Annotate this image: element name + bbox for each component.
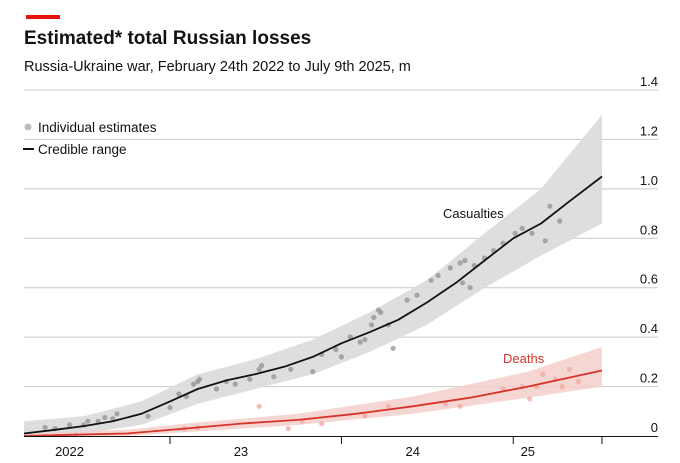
deaths-estimate-point [540,371,546,377]
casualties-estimate-point [114,411,120,417]
casualties-estimate-point [338,354,344,360]
casualties-estimate-point [467,285,473,291]
y-tick-label: 1.2 [640,123,658,138]
y-tick-label: 0.4 [640,321,658,336]
casualties-estimate-point [247,376,253,382]
casualties-estimate-point [197,376,203,382]
casualties-estimate-point [375,307,382,313]
gridlines [24,89,658,388]
casualties-estimate-point [547,203,553,209]
legend: Individual estimates Credible range [23,120,157,157]
credible-bands [24,114,602,436]
deaths-estimate-point [567,366,573,372]
x-tick-label: 2022 [55,444,84,459]
y-tick-label: 1.4 [640,74,658,89]
casualties-line [23,175,603,435]
legend-dot-symbol [24,123,32,131]
casualties-estimate-point [102,414,108,421]
deaths-estimate-point [575,379,582,385]
deaths-estimate-point [256,403,262,409]
y-tick-label: 1.0 [640,173,658,188]
y-tick-label: 0 [651,420,658,435]
x-tick-label: 24 [406,444,420,459]
casualties-estimate-point [42,424,48,430]
legend-item-estimates: Individual estimates [38,120,157,135]
y-tick-label: 0.6 [640,272,658,287]
casualties-estimate-point [145,413,151,419]
x-axis: 2022 23 24 25 [24,436,658,459]
series-lines [23,175,603,437]
casualties-estimate-point [557,218,563,224]
chart-title: Estimated* total Russian losses [24,28,311,49]
casualties-estimate-point [371,314,377,320]
casualties-estimate-point [190,381,197,387]
casualties-label: Casualties [443,206,504,221]
deaths-estimate-point [285,426,291,432]
deaths-estimate-point [457,403,463,409]
casualties-estimate-point [167,405,173,411]
casualties-estimate-point [362,337,368,343]
casualties-estimate-point [459,280,466,286]
casualties-estimate-point [232,381,238,387]
deaths-estimate-point [443,401,449,407]
y-axis-ticks: 0 0.2 0.4 0.6 0.8 1.0 1.2 1.4 [640,74,658,435]
casualties-estimate-point [512,230,518,236]
casualties-estimate-point [457,260,463,266]
casualties-estimate-point [288,366,294,372]
casualties-estimate-point [259,363,265,369]
casualties-estimate-point [519,225,525,231]
casualties-estimate-point [310,369,316,375]
deaths-estimate-point [385,403,391,409]
casualties-estimate-point [333,346,339,353]
casualties-estimate-point [529,230,535,236]
casualties-estimate-point [428,277,434,283]
casualties-estimate-point [447,265,453,271]
casualties-estimate-point [176,391,182,397]
deaths-estimate-point [319,421,325,427]
casualties-estimate-point [414,292,420,298]
deaths-estimate-point [559,384,565,390]
deaths-label: Deaths [503,351,545,366]
casualties-estimate-point [213,386,220,392]
casualties-estimate-point [256,366,262,372]
deaths-line [23,369,603,437]
deaths-estimate-point [527,396,533,402]
casualties-estimate-point [435,272,441,278]
x-tick-label: 23 [234,444,248,459]
chart-subtitle: Russia-Ukraine war, February 24th 2022 t… [24,59,411,75]
legend-item-range: Credible range [38,142,127,157]
casualties-estimate-point [404,297,410,303]
y-tick-label: 0.2 [640,371,658,386]
casualties-estimate-point [368,322,375,328]
deaths-estimate-point [362,413,368,419]
casualties-estimate-point [271,374,277,380]
accent-bar [26,15,60,19]
casualties-estimate-point [357,339,363,345]
casualties-estimate-point [85,418,91,424]
y-tick-label: 0.8 [640,222,658,237]
casualties-estimate-point [390,345,396,351]
casualties-estimate-point [462,257,468,264]
casualties-estimate-point [66,422,73,428]
casualties-estimate-point [95,418,101,424]
casualties-estimate-point [542,238,548,244]
x-tick-label: 25 [521,444,535,459]
